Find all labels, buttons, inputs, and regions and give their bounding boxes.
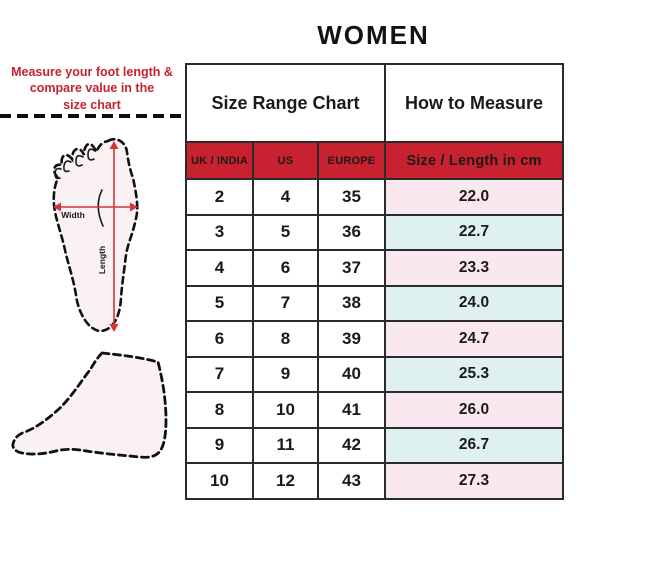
us-size-cell: 5 bbox=[252, 213, 319, 251]
cm-length-cell: 25.3 bbox=[384, 355, 564, 393]
us-size-cell: 4 bbox=[252, 178, 319, 216]
column-header-uk-india: UK / INDIA bbox=[185, 141, 254, 180]
note-line: Measure your foot length & bbox=[11, 65, 173, 79]
eu-size-cell: 38 bbox=[317, 284, 386, 322]
eu-size-cell: 41 bbox=[317, 391, 386, 429]
measure-instruction-note: Measure your foot length & compare value… bbox=[4, 64, 180, 113]
eu-size-cell: 39 bbox=[317, 320, 386, 358]
note-line: size chart bbox=[63, 97, 121, 112]
us-size-cell: 9 bbox=[252, 355, 319, 393]
width-arrow bbox=[53, 202, 138, 212]
table-row: 8 10 41 26.0 bbox=[185, 391, 564, 429]
uk-size-cell: 7 bbox=[185, 355, 254, 393]
us-size-cell: 11 bbox=[252, 426, 319, 464]
length-arrow bbox=[109, 141, 119, 332]
eu-size-cell: 40 bbox=[317, 355, 386, 393]
cm-length-cell: 27.3 bbox=[384, 462, 564, 500]
uk-size-cell: 4 bbox=[185, 249, 254, 287]
size-table: Size Range Chart How to Measure UK / IND… bbox=[185, 63, 564, 500]
us-size-cell: 7 bbox=[252, 284, 319, 322]
us-size-cell: 6 bbox=[252, 249, 319, 287]
uk-size-cell: 5 bbox=[185, 284, 254, 322]
us-size-cell: 12 bbox=[252, 462, 319, 500]
us-size-cell: 8 bbox=[252, 320, 319, 358]
cm-length-cell: 22.7 bbox=[384, 213, 564, 251]
column-header-size-length: Size / Length in cm bbox=[384, 141, 564, 180]
page-title: WOMEN bbox=[317, 20, 430, 50]
cm-length-cell: 26.7 bbox=[384, 426, 564, 464]
uk-size-cell: 9 bbox=[185, 426, 254, 464]
us-size-cell: 10 bbox=[252, 391, 319, 429]
eu-size-cell: 35 bbox=[317, 178, 386, 216]
table-row: 2 4 35 22.0 bbox=[185, 178, 564, 216]
side-foot-diagram bbox=[11, 351, 168, 459]
eu-size-cell: 43 bbox=[317, 462, 386, 500]
table-column-header-row: UK / INDIA US EUROPE Size / Length in cm bbox=[185, 141, 564, 180]
cm-length-cell: 22.0 bbox=[384, 178, 564, 216]
uk-size-cell: 2 bbox=[185, 178, 254, 216]
table-top-header-row: Size Range Chart How to Measure bbox=[185, 63, 564, 143]
table-row: 3 5 36 22.7 bbox=[185, 213, 564, 251]
eu-size-cell: 37 bbox=[317, 249, 386, 287]
cm-length-cell: 26.0 bbox=[384, 391, 564, 429]
eu-size-cell: 42 bbox=[317, 426, 386, 464]
table-row: 6 8 39 24.7 bbox=[185, 320, 564, 358]
uk-size-cell: 8 bbox=[185, 391, 254, 429]
eu-size-cell: 36 bbox=[317, 213, 386, 251]
table-row: 5 7 38 24.0 bbox=[185, 284, 564, 322]
footprint-outline bbox=[52, 137, 139, 333]
how-to-measure-header: How to Measure bbox=[384, 63, 564, 143]
footprint-diagram: Width Length bbox=[52, 137, 139, 333]
column-header-us: US bbox=[252, 141, 319, 180]
width-label: Width bbox=[61, 210, 85, 220]
table-row: 7 9 40 25.3 bbox=[185, 355, 564, 393]
column-header-europe: EUROPE bbox=[317, 141, 386, 180]
length-label: Length bbox=[97, 246, 107, 274]
dashed-separator-line bbox=[0, 114, 187, 118]
table-row: 4 6 37 23.3 bbox=[185, 249, 564, 287]
note-line: compare value in the bbox=[29, 81, 155, 96]
side-foot-outline bbox=[11, 351, 168, 459]
uk-size-cell: 10 bbox=[185, 462, 254, 500]
cm-length-cell: 23.3 bbox=[384, 249, 564, 287]
uk-size-cell: 3 bbox=[185, 213, 254, 251]
size-range-chart-header: Size Range Chart bbox=[185, 63, 386, 143]
uk-size-cell: 6 bbox=[185, 320, 254, 358]
cm-length-cell: 24.0 bbox=[384, 284, 564, 322]
table-row: 9 11 42 26.7 bbox=[185, 426, 564, 464]
cm-length-cell: 24.7 bbox=[384, 320, 564, 358]
table-row: 10 12 43 27.3 bbox=[185, 462, 564, 500]
